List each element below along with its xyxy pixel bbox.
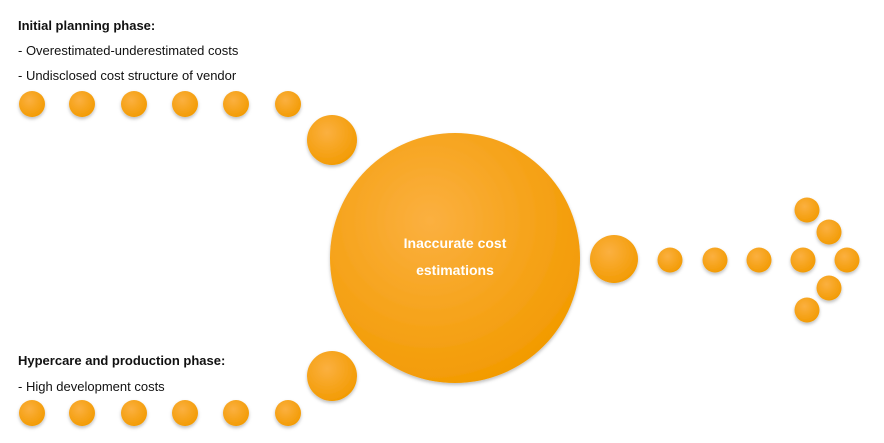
dot-large (307, 115, 357, 165)
dot (69, 91, 95, 117)
dot (172, 91, 198, 117)
section-item: - Undisclosed cost structure of vendor (18, 68, 237, 83)
dot (702, 247, 728, 273)
dot (121, 91, 147, 117)
dot (69, 400, 95, 426)
center-label: Inaccurate cost estimations (403, 235, 507, 278)
dot (790, 247, 816, 273)
dot (19, 91, 45, 117)
dot (223, 400, 249, 426)
dot (657, 247, 683, 273)
section-item: - High development costs (18, 379, 165, 394)
dot (834, 247, 860, 273)
section-item: - Overestimated-underestimated costs (18, 43, 239, 58)
dot (172, 400, 198, 426)
dot (746, 247, 772, 273)
dot (223, 91, 249, 117)
circles (19, 91, 860, 426)
dot (121, 400, 147, 426)
section-title: Initial planning phase: (18, 18, 156, 33)
dot (794, 297, 820, 323)
section-title: Hypercare and production phase: (18, 353, 226, 368)
dot (816, 219, 842, 245)
dot (794, 197, 820, 223)
dot (275, 91, 301, 117)
dot (275, 400, 301, 426)
dot-large (590, 235, 638, 283)
dot-large (307, 351, 357, 401)
dot (816, 275, 842, 301)
center-circle (330, 133, 580, 383)
dot (19, 400, 45, 426)
